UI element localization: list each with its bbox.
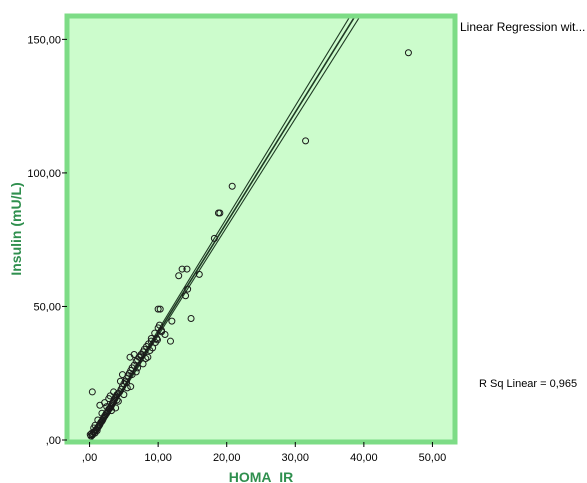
y-tick-label: 50,00 [33,301,61,313]
data-point [108,407,116,415]
data-point [98,409,106,417]
data-point [153,336,161,344]
data-point [113,396,121,404]
data-point [118,371,126,379]
data-point [182,292,190,300]
x-axis-title: HOMA_IR [229,469,294,483]
plot-area [69,18,453,440]
data-point [228,182,236,190]
data-point [154,305,162,313]
legend-label: Linear Regression wit... [460,20,585,34]
y-tick-label: ,00 [46,435,61,447]
y-axis-title: Insulin (mU/L) [8,182,24,275]
data-point [132,368,140,376]
data-point [101,399,109,407]
data-point [210,234,218,242]
data-point [110,388,118,396]
data-point [404,49,412,57]
x-tick-label: 30,00 [282,452,310,464]
data-point [195,270,203,278]
data-point [149,344,157,352]
data-point [94,416,102,424]
regression-ci-upper-line [90,18,350,440]
x-tick-label: 40,00 [350,452,378,464]
plot-frame [64,13,458,445]
data-point [120,391,128,399]
data-point [144,353,152,361]
data-point [105,395,113,403]
data-point [123,379,131,387]
data-point [88,388,96,396]
x-tick-label: 10,00 [144,452,172,464]
data-point [183,265,191,273]
y-tick-label: 100,00 [27,168,61,180]
data-point [139,360,147,368]
data-point [123,384,131,392]
r-squared-annotation: R Sq Linear = 0,965 [479,378,577,390]
data-point [114,397,122,405]
x-tick-label: 50,00 [419,452,447,464]
data-point [130,351,138,359]
x-tick-label: ,00 [82,452,97,464]
data-point [127,383,135,391]
x-tick-label: 20,00 [213,452,241,464]
data-point [156,305,164,313]
data-point [216,209,224,217]
data-point [90,424,98,432]
data-point [166,337,174,345]
data-point [187,314,195,322]
data-point [168,317,176,325]
data-point [175,272,183,280]
data-point [178,265,186,273]
data-point [161,331,169,338]
data-point [184,285,192,293]
data-point [103,403,111,411]
y-tick-label: 150,00 [27,34,61,46]
data-point [134,364,142,372]
data-point [302,137,310,145]
